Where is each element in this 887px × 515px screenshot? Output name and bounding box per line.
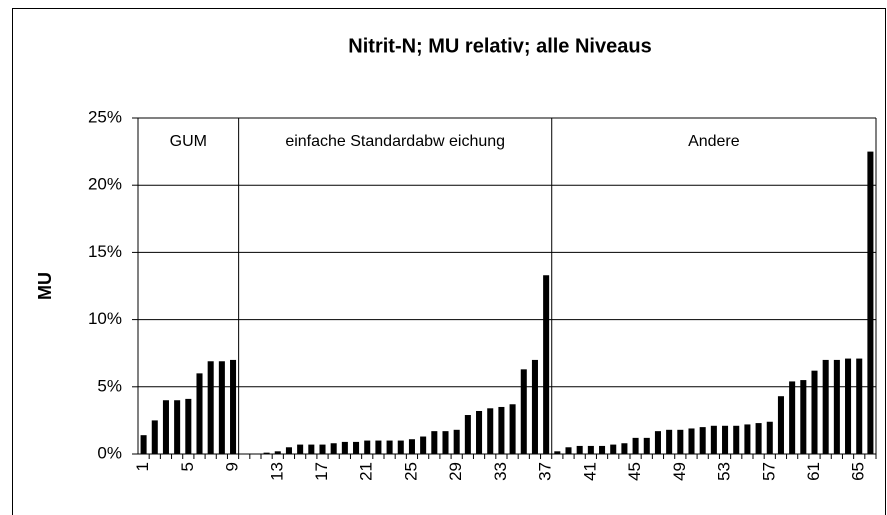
bar <box>699 427 706 454</box>
bar <box>174 400 181 454</box>
bar <box>643 437 650 454</box>
bar <box>274 451 281 454</box>
bar <box>565 447 572 454</box>
y-tick-label: 5% <box>97 376 122 395</box>
bar <box>531 359 538 454</box>
bar <box>677 429 684 454</box>
y-tick-label: 0% <box>97 443 122 462</box>
bar <box>509 404 516 454</box>
bar <box>599 445 606 454</box>
x-tick-label: 1 <box>133 462 152 471</box>
bar <box>543 275 550 454</box>
x-tick-label: 61 <box>804 462 823 481</box>
bar <box>397 440 404 454</box>
group-label: Andere <box>688 133 740 150</box>
bar <box>766 421 773 454</box>
bar <box>151 420 158 454</box>
bar <box>420 436 427 454</box>
y-tick-label: 25% <box>88 107 122 126</box>
x-tick-label: 57 <box>759 462 778 481</box>
x-tick-label: 21 <box>357 462 376 481</box>
x-tick-label: 5 <box>178 462 197 471</box>
x-tick-label: 13 <box>267 462 286 481</box>
bar <box>744 424 751 454</box>
bar <box>476 410 483 454</box>
y-axis-label: MU <box>35 272 55 300</box>
x-tick-label: 53 <box>715 462 734 481</box>
x-tick-label: 9 <box>223 462 242 471</box>
bar <box>632 437 639 454</box>
bar <box>789 381 796 454</box>
bar <box>610 444 617 454</box>
group-label: einfache Standardabw eichung <box>285 133 505 150</box>
bar <box>722 425 729 454</box>
bar <box>353 441 360 454</box>
bar <box>140 435 147 454</box>
bar <box>386 440 393 454</box>
x-tick-label: 65 <box>849 462 868 481</box>
bar <box>800 380 807 454</box>
y-tick-label: 10% <box>88 309 122 328</box>
bar <box>263 452 270 454</box>
bar <box>453 429 460 454</box>
bar <box>856 358 863 454</box>
bar <box>185 398 192 454</box>
bar <box>431 431 438 454</box>
bar <box>218 361 225 454</box>
bar <box>297 444 304 454</box>
chart-frame <box>12 8 886 515</box>
bar <box>777 396 784 454</box>
x-tick-label: 25 <box>401 462 420 481</box>
x-tick-label: 37 <box>536 462 555 481</box>
bar <box>207 361 214 454</box>
bar <box>811 370 818 454</box>
bar <box>341 441 348 454</box>
bar <box>487 408 494 454</box>
bar <box>845 358 852 454</box>
bar <box>364 440 371 454</box>
x-tick-label: 17 <box>312 462 331 481</box>
bar <box>230 359 237 454</box>
bar <box>442 431 449 454</box>
bar <box>196 373 203 454</box>
bar <box>833 359 840 454</box>
bar <box>375 440 382 454</box>
bar <box>408 439 415 454</box>
x-tick-label: 41 <box>580 462 599 481</box>
bar <box>733 425 740 454</box>
bar <box>464 415 471 454</box>
bar <box>520 369 527 454</box>
bar <box>576 445 583 454</box>
bar <box>822 359 829 454</box>
bar <box>162 400 169 454</box>
x-tick-label: 45 <box>625 462 644 481</box>
group-label: GUM <box>170 133 207 150</box>
bar <box>755 423 762 454</box>
bar <box>867 151 874 454</box>
bar <box>587 445 594 454</box>
chart-title: Nitrit-N; MU relativ; alle Niveaus <box>348 35 651 57</box>
bar <box>666 429 673 454</box>
x-tick-label: 49 <box>670 462 689 481</box>
bar <box>621 443 628 454</box>
bar <box>330 443 337 454</box>
bar <box>654 431 661 454</box>
bar <box>308 444 315 454</box>
y-tick-label: 20% <box>88 175 122 194</box>
bar <box>554 451 561 454</box>
bar <box>319 444 326 454</box>
bar <box>710 425 717 454</box>
y-tick-label: 15% <box>88 242 122 261</box>
bar <box>498 406 505 454</box>
x-tick-label: 29 <box>446 462 465 481</box>
bar <box>688 428 695 454</box>
bar <box>285 447 292 454</box>
x-tick-label: 33 <box>491 462 510 481</box>
